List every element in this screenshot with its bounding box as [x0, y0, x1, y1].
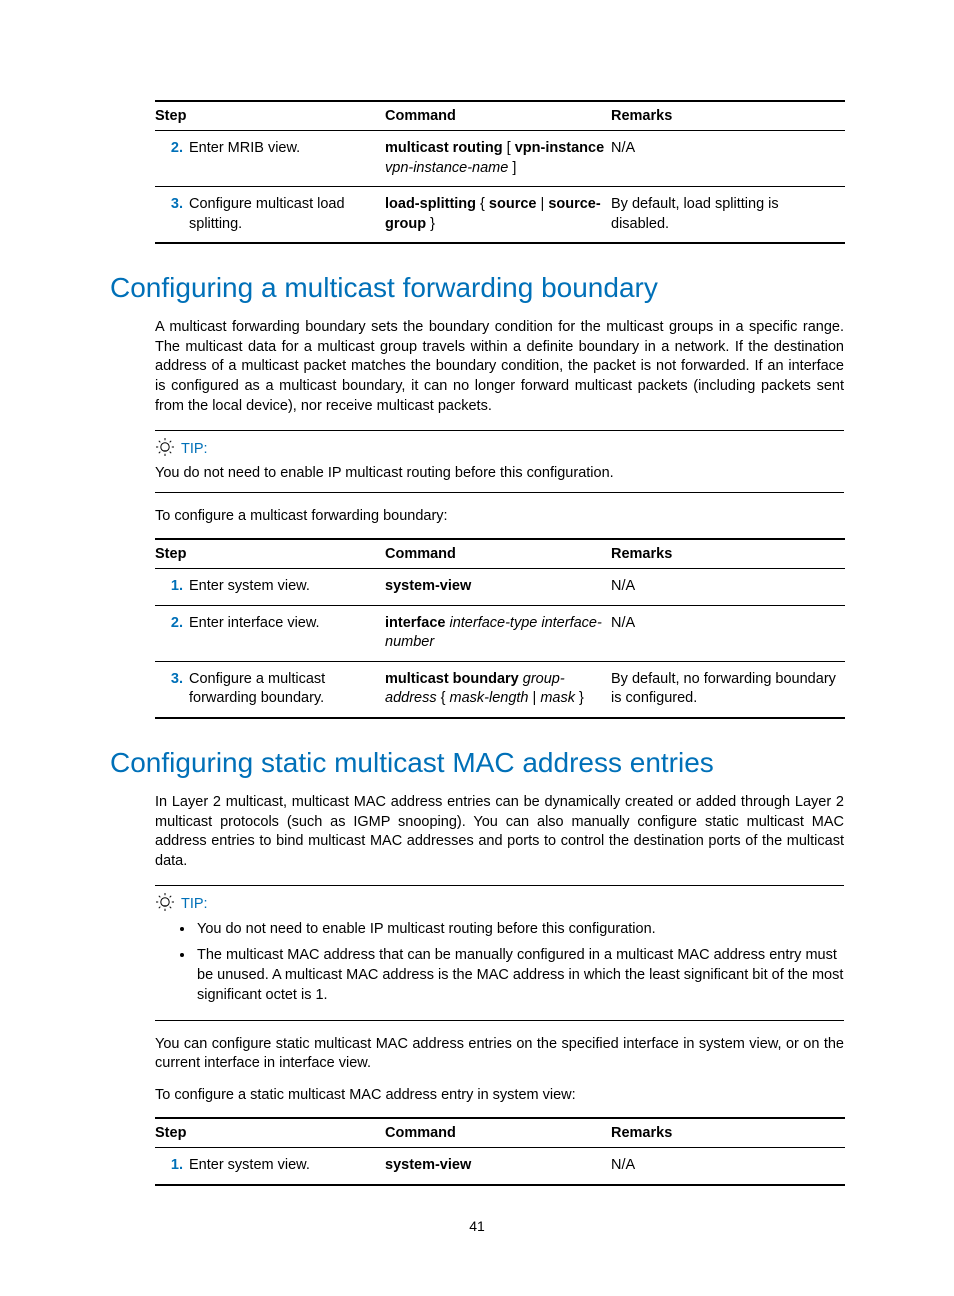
- step-number: 2.: [155, 131, 189, 187]
- table-row: 3.Configure a multicast forwarding bound…: [155, 661, 845, 718]
- command-text: interface interface-type interface-numbe…: [385, 605, 611, 661]
- step-number: 1.: [155, 569, 189, 606]
- step-text: Configure a multicast forwarding boundar…: [189, 661, 385, 718]
- command-text: system-view: [385, 1148, 611, 1185]
- tip-bullets: You do not need to enable IP multicast r…: [155, 919, 844, 1006]
- th-remarks: Remarks: [611, 101, 845, 131]
- step-number: 1.: [155, 1148, 189, 1185]
- heading-static-mac: Configuring static multicast MAC address…: [110, 747, 844, 779]
- tip-bullet: The multicast MAC address that can be ma…: [195, 945, 844, 1006]
- para-lead-1: To configure a multicast forwarding boun…: [155, 507, 844, 527]
- th-step-2: Step: [155, 539, 385, 569]
- tip-text-1: You do not need to enable IP multicast r…: [155, 463, 844, 483]
- step-text: Enter MRIB view.: [189, 131, 385, 187]
- table1-body: 2.Enter MRIB view.multicast routing [ vp…: [155, 131, 845, 244]
- para-boundary: A multicast forwarding boundary sets the…: [155, 318, 844, 416]
- lead-boundary: To configure a multicast forwarding boun…: [155, 507, 844, 527]
- heading-forwarding-boundary: Configuring a multicast forwarding bound…: [110, 272, 844, 304]
- table-forwarding-boundary: Step Command Remarks 1.Enter system view…: [155, 538, 845, 719]
- command-text: system-view: [385, 569, 611, 606]
- remarks-text: By default, load splitting is disabled.: [611, 187, 845, 244]
- lightbulb-icon: [155, 892, 175, 912]
- paragraph-mac-desc: In Layer 2 multicast, multicast MAC addr…: [155, 793, 844, 871]
- para-mac-2: You can configure static multicast MAC a…: [155, 1035, 844, 1074]
- th-step: Step: [155, 101, 385, 131]
- table-static-mac: Step Command Remarks 1.Enter system view…: [155, 1117, 845, 1186]
- content-area: Step Command Remarks 2.Enter MRIB view.m…: [110, 100, 844, 1186]
- table-row: 2.Enter MRIB view.multicast routing [ vp…: [155, 131, 845, 187]
- remarks-text: By default, no forwarding boundary is co…: [611, 661, 845, 718]
- table-mrib-continuation: Step Command Remarks 2.Enter MRIB view.m…: [155, 100, 845, 244]
- th-command-3: Command: [385, 1118, 611, 1148]
- step-number: 3.: [155, 661, 189, 718]
- command-text: multicast routing [ vpn-instance vpn-ins…: [385, 131, 611, 187]
- th-command: Command: [385, 101, 611, 131]
- table-row: 1.Enter system view.system-viewN/A: [155, 569, 845, 606]
- step-text: Enter interface view.: [189, 605, 385, 661]
- page: Step Command Remarks 2.Enter MRIB view.m…: [0, 0, 954, 1296]
- step-number: 3.: [155, 187, 189, 244]
- tip-label-2: TIP:: [181, 894, 844, 914]
- step-text: Enter system view.: [189, 1148, 385, 1185]
- page-number: 41: [0, 1218, 954, 1234]
- command-text: load-splitting { source | source-group }: [385, 187, 611, 244]
- tip-list-2: You do not need to enable IP multicast r…: [155, 919, 844, 1006]
- remarks-text: N/A: [611, 1148, 845, 1185]
- step-text: Configure multicast load splitting.: [189, 187, 385, 244]
- paragraph-boundary-desc: A multicast forwarding boundary sets the…: [155, 318, 844, 416]
- remarks-text: N/A: [611, 605, 845, 661]
- remarks-text: N/A: [611, 569, 845, 606]
- table-row: 2.Enter interface view.interface interfa…: [155, 605, 845, 661]
- para-lead-2: To configure a static multicast MAC addr…: [155, 1086, 844, 1106]
- para-mac-2-wrap: You can configure static multicast MAC a…: [155, 1035, 844, 1106]
- table-row: 1.Enter system view.system-viewN/A: [155, 1148, 845, 1185]
- step-number: 2.: [155, 605, 189, 661]
- remarks-text: N/A: [611, 131, 845, 187]
- th-remarks-3: Remarks: [611, 1118, 845, 1148]
- table-row: 3.Configure multicast load splitting.loa…: [155, 187, 845, 244]
- table2-body: 1.Enter system view.system-viewN/A2.Ente…: [155, 569, 845, 718]
- para-mac: In Layer 2 multicast, multicast MAC addr…: [155, 793, 844, 871]
- tip-block-1: TIP: You do not need to enable IP multic…: [155, 430, 844, 493]
- lightbulb-icon: [155, 437, 175, 457]
- th-command-2: Command: [385, 539, 611, 569]
- tip-bullet: You do not need to enable IP multicast r…: [195, 919, 844, 939]
- th-step-3: Step: [155, 1118, 385, 1148]
- tip-block-2: TIP: You do not need to enable IP multic…: [155, 885, 844, 1020]
- command-text: multicast boundary group-address { mask-…: [385, 661, 611, 718]
- th-remarks-2: Remarks: [611, 539, 845, 569]
- tip-label-1: TIP:: [181, 439, 844, 459]
- step-text: Enter system view.: [189, 569, 385, 606]
- table3-body: 1.Enter system view.system-viewN/A: [155, 1148, 845, 1185]
